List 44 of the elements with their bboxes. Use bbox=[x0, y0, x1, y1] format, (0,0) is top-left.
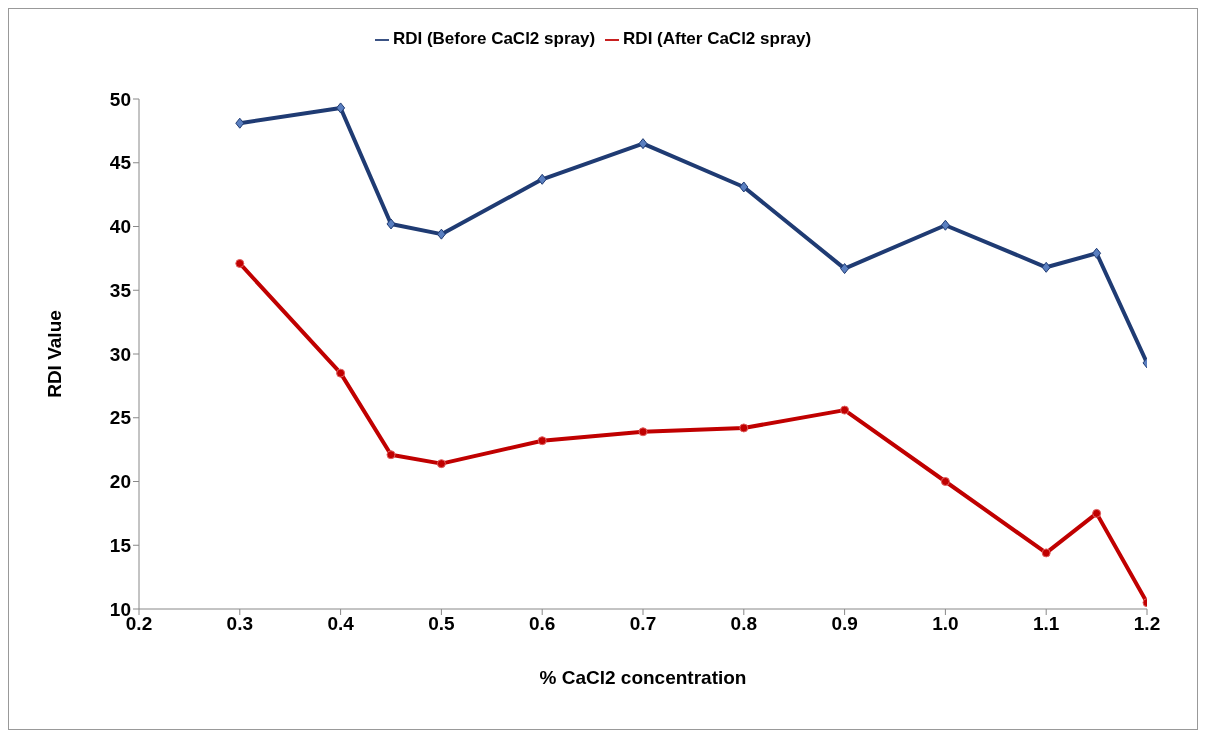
point bbox=[638, 427, 648, 437]
point bbox=[235, 117, 245, 129]
point bbox=[1041, 261, 1051, 273]
point bbox=[1092, 508, 1102, 518]
y-tick-label: 45 bbox=[109, 152, 132, 174]
x-tick-label: 0.6 bbox=[528, 613, 556, 635]
legend-label: RDI (Before CaCl2 spray) bbox=[392, 29, 596, 48]
point bbox=[436, 228, 446, 240]
point bbox=[386, 218, 396, 230]
point bbox=[537, 173, 547, 185]
y-tick-label: 50 bbox=[109, 88, 131, 110]
point bbox=[1041, 548, 1051, 558]
x-tick-label: 0.8 bbox=[730, 613, 758, 635]
point bbox=[537, 436, 547, 446]
y-tick-label: 30 bbox=[109, 343, 131, 365]
y-tick-label: 20 bbox=[109, 471, 131, 493]
x-axis-title: % CaCl2 concentration bbox=[539, 667, 747, 688]
x-tick-label: 0.7 bbox=[629, 613, 657, 635]
point bbox=[638, 138, 648, 150]
point bbox=[386, 450, 396, 460]
point bbox=[739, 423, 749, 433]
y-tick-label: 35 bbox=[109, 279, 132, 301]
point bbox=[1092, 247, 1102, 259]
y-tick-label: 25 bbox=[109, 407, 132, 429]
x-tick-label: 0.3 bbox=[226, 613, 254, 635]
y-axis-title: RDI Value bbox=[43, 310, 65, 398]
point bbox=[840, 405, 850, 415]
point bbox=[336, 368, 346, 378]
point bbox=[436, 459, 446, 469]
point bbox=[840, 263, 850, 275]
point bbox=[336, 102, 346, 114]
point bbox=[739, 181, 749, 193]
legend-label: RDI (After CaCl2 spray) bbox=[623, 29, 812, 48]
x-tick-label: 1.1 bbox=[1032, 613, 1060, 635]
x-tick-label: 1.0 bbox=[932, 613, 959, 635]
x-tick-label: 0.5 bbox=[428, 613, 456, 635]
y-tick-label: 15 bbox=[109, 534, 132, 556]
point bbox=[940, 477, 950, 486]
y-tick-label: 40 bbox=[109, 216, 131, 238]
x-tick-label: 0.4 bbox=[327, 613, 355, 635]
point bbox=[940, 219, 950, 231]
x-tick-label: 0.9 bbox=[831, 613, 858, 635]
point bbox=[235, 258, 245, 268]
x-tick-label: 1.2 bbox=[1133, 613, 1161, 635]
